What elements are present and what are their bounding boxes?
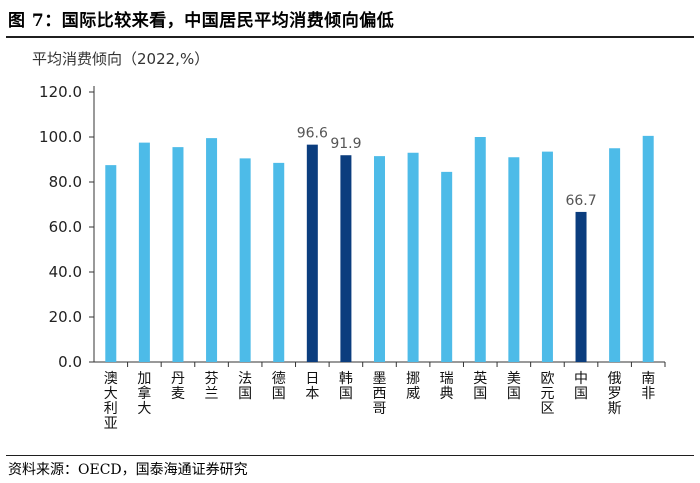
x-tick-label: 挪威 <box>406 371 420 402</box>
data-label: 91.9 <box>330 136 361 152</box>
data-labels: 96.691.9 66.7 <box>297 126 597 209</box>
y-tick-label: 80.0 <box>49 173 82 191</box>
data-label: 66.7 <box>565 193 596 209</box>
y-tick-label: 120.0 <box>39 83 82 101</box>
bar-12 <box>474 137 486 362</box>
x-tick-label: 墨西哥 <box>373 371 387 417</box>
source-note: 资料来源：OECD，国泰海通证券研究 <box>8 462 248 478</box>
y-axis: 0.0 20.0 40.0 60.0 80.0 100.0 120.0 <box>39 83 666 371</box>
x-tick-label: 丹麦 <box>171 371 185 402</box>
bar-4 <box>206 138 218 362</box>
x-tick-label: 加拿大 <box>137 371 151 417</box>
bar-10 <box>407 152 419 362</box>
y-axis-label: 平均消费倾向（2022,%） <box>32 50 209 68</box>
bar-5 <box>239 158 251 362</box>
bar-15 <box>575 211 587 362</box>
x-tick-label: 芬兰 <box>205 371 219 402</box>
x-tick-label: 韩国 <box>339 371 353 402</box>
y-tick-label: 20.0 <box>49 308 82 326</box>
bar-14 <box>541 151 553 362</box>
bar-17 <box>642 135 654 362</box>
x-tick-label: 欧元区 <box>540 371 554 417</box>
bar-8 <box>340 155 352 362</box>
y-tick-label: 60.0 <box>49 218 82 236</box>
x-tick-label: 法国 <box>238 371 252 402</box>
bar-6 <box>273 162 285 362</box>
y-tick-label: 100.0 <box>39 128 82 146</box>
bar-7 <box>306 144 318 362</box>
x-tick-label: 南非 <box>641 371 655 402</box>
x-tick-label: 英国 <box>473 370 487 402</box>
y-tick-label: 40.0 <box>49 263 82 281</box>
x-tick-label: 中国 <box>574 371 588 402</box>
bar-chart: 平均消费倾向（2022,%） 0.0 20.0 40.0 60.0 80.0 100.0 1… <box>32 50 666 432</box>
x-tick-label: 澳大利亚 <box>104 371 118 432</box>
x-tick-label: 日本 <box>305 371 319 402</box>
source-rule <box>6 455 694 456</box>
x-tick-label: 德国 <box>272 371 286 402</box>
bar-3 <box>172 147 184 362</box>
x-tick-label: 美国 <box>507 371 521 402</box>
bars <box>105 135 654 362</box>
title-rule <box>6 36 694 38</box>
data-label: 96.6 <box>297 126 328 142</box>
bar-13 <box>508 157 520 362</box>
bar-9 <box>374 156 385 362</box>
y-tick-label: 0.0 <box>58 353 82 371</box>
x-tick-label: 瑞典 <box>440 371 454 402</box>
figure-title: 图 7：国际比较来看，中国居民平均消费倾向偏低 <box>8 11 395 31</box>
bar-1 <box>105 165 117 362</box>
bar-11 <box>441 171 453 362</box>
bar-16 <box>609 148 621 362</box>
x-tick-label: 俄罗斯 <box>608 371 622 417</box>
bar-2 <box>138 142 150 362</box>
